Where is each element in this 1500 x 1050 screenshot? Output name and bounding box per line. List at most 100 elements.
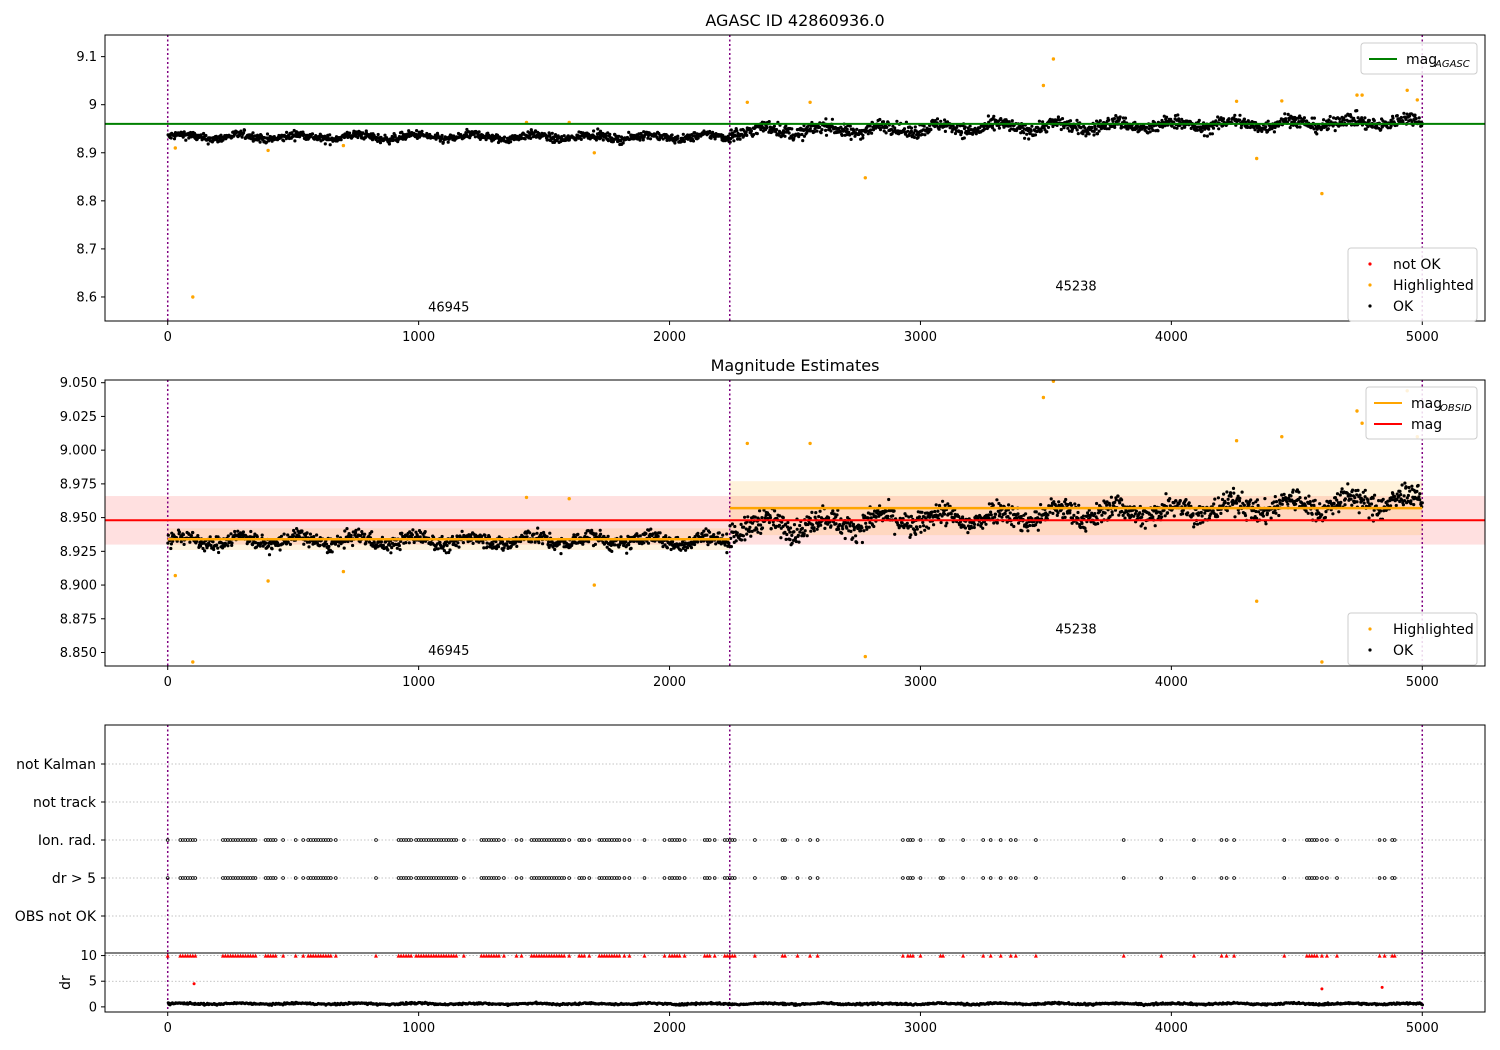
flag-point xyxy=(911,876,915,880)
ok-point xyxy=(1382,509,1386,513)
ok-point xyxy=(1400,498,1404,502)
ok-point xyxy=(909,514,914,519)
ok-point xyxy=(1255,498,1259,502)
ok-point xyxy=(1280,493,1284,497)
ok-point xyxy=(909,533,913,537)
ok-point xyxy=(1276,504,1280,508)
ok-point xyxy=(1060,117,1065,121)
ok-point xyxy=(440,534,444,539)
flag-point xyxy=(753,876,757,880)
highlighted-point xyxy=(808,441,812,446)
ok-point xyxy=(1090,125,1094,130)
ok-point xyxy=(208,535,212,539)
ok-point xyxy=(1080,521,1084,526)
ok-point xyxy=(928,515,932,519)
ok-point xyxy=(785,525,790,529)
ok-point xyxy=(705,533,709,537)
ok-point xyxy=(893,126,897,130)
ok-point xyxy=(181,533,185,537)
ok-point xyxy=(800,132,804,137)
ok-point xyxy=(982,127,987,131)
ok-point xyxy=(1330,504,1334,508)
ok-point xyxy=(1303,503,1307,508)
flag-point xyxy=(193,838,198,842)
ok-point xyxy=(1140,515,1144,519)
ok-point xyxy=(295,527,299,531)
ok-point xyxy=(467,130,471,134)
highlighted-point xyxy=(1360,421,1364,425)
ok-point xyxy=(456,541,460,545)
ok-point xyxy=(788,526,793,530)
ok-point xyxy=(1076,132,1080,136)
ok-point xyxy=(1418,498,1422,502)
ok-point xyxy=(211,540,215,544)
ok-point xyxy=(1249,498,1253,502)
ok-point xyxy=(483,533,487,538)
ok-point xyxy=(752,133,756,137)
ok-point xyxy=(656,534,660,538)
ok-point xyxy=(251,131,255,135)
legend-label: Highlighted xyxy=(1393,278,1474,294)
ok-point xyxy=(288,542,292,547)
ok-point xyxy=(1310,512,1314,516)
ok-point xyxy=(477,130,481,134)
ok-point xyxy=(485,541,489,545)
ok-point xyxy=(1350,503,1354,507)
ok-point xyxy=(902,526,906,530)
ok-point xyxy=(1349,497,1353,501)
ok-point xyxy=(1210,132,1214,136)
ok-point xyxy=(579,137,583,141)
ok-point xyxy=(794,539,798,544)
ok-point xyxy=(1298,496,1302,500)
flag-point xyxy=(732,876,737,880)
ok-point xyxy=(831,509,835,513)
ok-point xyxy=(995,498,999,502)
ok-point xyxy=(286,540,290,544)
ok-point xyxy=(1159,511,1163,516)
ok-point xyxy=(1253,128,1257,132)
ok-point xyxy=(966,531,970,535)
ok-point xyxy=(968,124,972,128)
ok-point xyxy=(1055,513,1059,518)
ok-point xyxy=(1083,126,1087,130)
ok-point xyxy=(310,132,315,136)
ok-point xyxy=(861,133,865,137)
ok-point xyxy=(1312,116,1316,120)
ok-point xyxy=(986,114,991,118)
ok-point xyxy=(765,126,769,130)
ok-point xyxy=(216,546,220,550)
ok-point xyxy=(1204,508,1208,513)
ok-point xyxy=(1366,125,1370,129)
ok-point xyxy=(1380,125,1384,129)
legend-dot-marker xyxy=(1368,648,1372,652)
ok-point xyxy=(1092,133,1096,137)
ok-point xyxy=(1046,513,1050,517)
ok-point xyxy=(188,540,192,544)
ok-point xyxy=(824,133,829,137)
ok-point xyxy=(608,132,612,136)
ok-point xyxy=(721,533,725,537)
ok-point xyxy=(1337,117,1342,121)
ok-point xyxy=(1338,493,1342,497)
y-tick-label: 8.9 xyxy=(76,146,97,161)
ok-point xyxy=(393,135,397,139)
ok-point xyxy=(1223,501,1227,505)
ok-point xyxy=(686,546,690,550)
highlighted-point xyxy=(567,497,571,501)
ok-point xyxy=(1290,498,1294,502)
ok-point xyxy=(400,531,404,535)
ok-point xyxy=(387,142,391,146)
ok-point xyxy=(870,131,874,135)
ok-point xyxy=(1092,129,1096,133)
ok-point xyxy=(760,516,764,520)
ok-point xyxy=(1310,116,1314,120)
ok-point xyxy=(755,132,759,136)
ok-point xyxy=(1402,499,1407,503)
obsid-annotation: 46945 xyxy=(428,300,469,315)
flag-point xyxy=(165,838,170,842)
flag-point xyxy=(333,876,338,880)
ok-point xyxy=(1340,487,1344,491)
ok-point xyxy=(852,128,856,132)
flag-point xyxy=(281,838,285,842)
ok-point xyxy=(1181,512,1185,516)
